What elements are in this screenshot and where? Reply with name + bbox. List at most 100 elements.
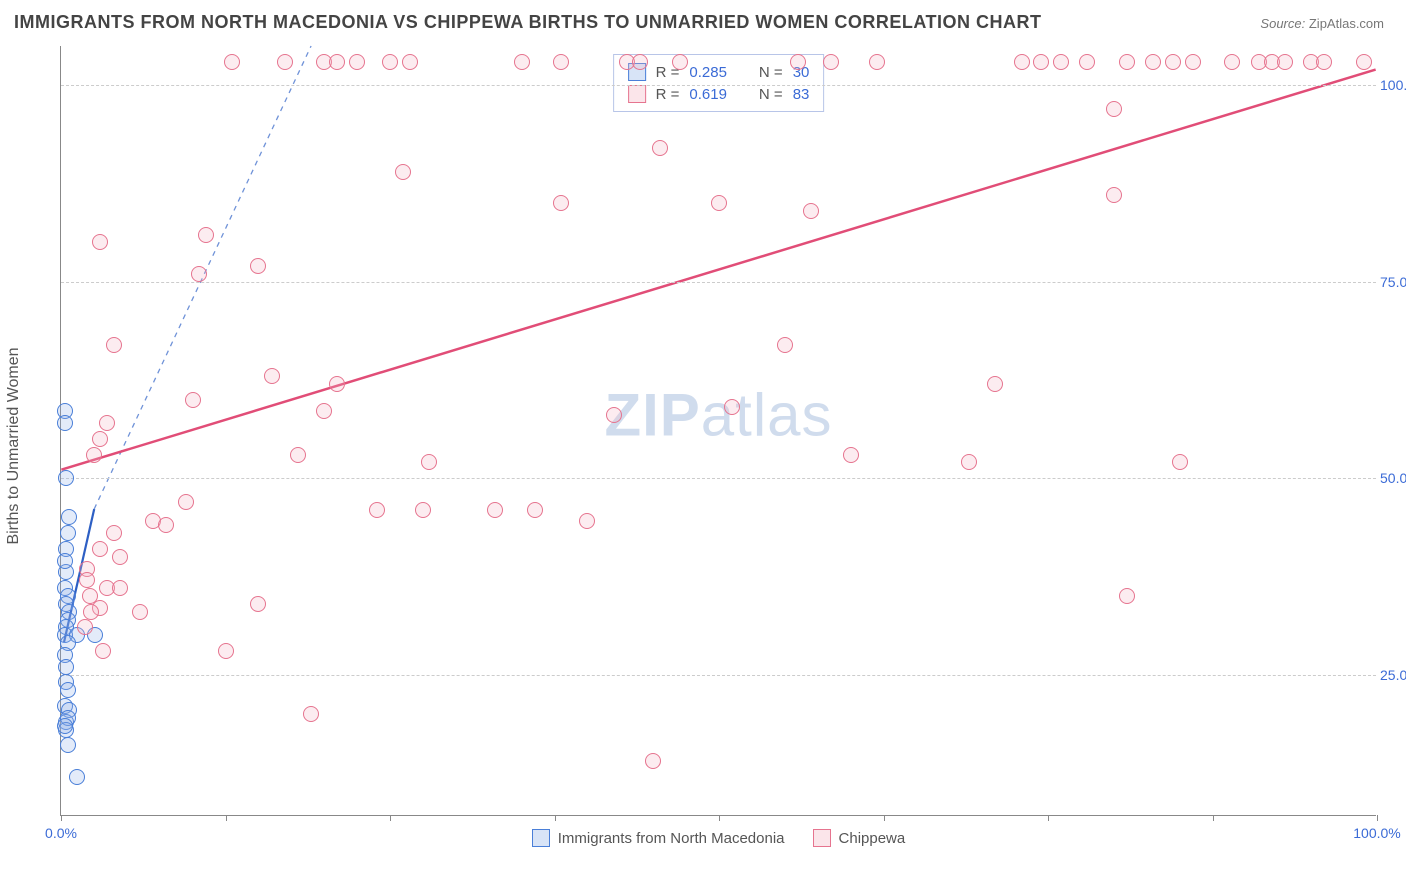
scatter-point-chip bbox=[790, 54, 806, 70]
scatter-point-chip bbox=[1185, 54, 1201, 70]
gridline bbox=[61, 675, 1376, 676]
scatter-point-chip bbox=[79, 572, 95, 588]
legend-label: Chippewa bbox=[839, 830, 906, 847]
scatter-point-chip bbox=[99, 415, 115, 431]
scatter-point-chip bbox=[92, 431, 108, 447]
x-tick-label: 0.0% bbox=[45, 825, 77, 841]
chart-container: IMMIGRANTS FROM NORTH MACEDONIA VS CHIPP… bbox=[0, 0, 1406, 892]
scatter-point-chip bbox=[514, 54, 530, 70]
scatter-point-chip bbox=[1079, 54, 1095, 70]
scatter-point-chip bbox=[158, 517, 174, 533]
scatter-point-chip bbox=[106, 337, 122, 353]
scatter-point-chip bbox=[1106, 101, 1122, 117]
scatter-point-chip bbox=[1053, 54, 1069, 70]
x-tick bbox=[884, 815, 885, 821]
scatter-point-chip bbox=[415, 502, 431, 518]
source-prefix: Source: bbox=[1260, 16, 1305, 31]
x-tick bbox=[1377, 815, 1378, 821]
legend-n-value: 83 bbox=[793, 86, 810, 103]
scatter-point-chip bbox=[382, 54, 398, 70]
scatter-point-chip bbox=[86, 447, 102, 463]
scatter-point-chip bbox=[185, 392, 201, 408]
scatter-point-chip bbox=[645, 753, 661, 769]
x-tick bbox=[226, 815, 227, 821]
scatter-point-chip bbox=[95, 643, 111, 659]
scatter-point-chip bbox=[329, 376, 345, 392]
scatter-point-chip bbox=[987, 376, 1003, 392]
scatter-point-chip bbox=[553, 54, 569, 70]
scatter-point-chip bbox=[77, 619, 93, 635]
scatter-point-nm bbox=[57, 718, 73, 734]
y-tick-label: 50.0% bbox=[1380, 470, 1406, 486]
legend-r-value: 0.285 bbox=[689, 64, 727, 81]
scatter-point-chip bbox=[527, 502, 543, 518]
scatter-point-chip bbox=[1165, 54, 1181, 70]
scatter-point-chip bbox=[1119, 588, 1135, 604]
scatter-point-nm bbox=[60, 682, 76, 698]
scatter-point-chip bbox=[290, 447, 306, 463]
scatter-point-chip bbox=[112, 549, 128, 565]
scatter-point-chip bbox=[92, 541, 108, 557]
scatter-point-chip bbox=[869, 54, 885, 70]
scatter-point-chip bbox=[395, 164, 411, 180]
plot-area: ZIPatlas R =0.285N =30R =0.619N =83 Immi… bbox=[60, 46, 1376, 816]
scatter-point-chip bbox=[1356, 54, 1372, 70]
legend-series: Immigrants from North Macedonia Chippewa bbox=[61, 829, 1376, 851]
scatter-point-chip bbox=[402, 54, 418, 70]
scatter-point-chip bbox=[724, 399, 740, 415]
scatter-point-chip bbox=[198, 227, 214, 243]
x-tick bbox=[1213, 815, 1214, 821]
scatter-point-nm bbox=[57, 415, 73, 431]
scatter-point-chip bbox=[606, 407, 622, 423]
scatter-point-chip bbox=[132, 604, 148, 620]
chart-title: IMMIGRANTS FROM NORTH MACEDONIA VS CHIPP… bbox=[14, 12, 1041, 33]
y-tick-label: 75.0% bbox=[1380, 274, 1406, 290]
gridline bbox=[61, 282, 1376, 283]
scatter-point-chip bbox=[1014, 54, 1030, 70]
scatter-point-chip bbox=[191, 266, 207, 282]
scatter-point-chip bbox=[83, 604, 99, 620]
gridline bbox=[61, 85, 1376, 86]
y-tick-label: 25.0% bbox=[1380, 667, 1406, 683]
source-name: ZipAtlas.com bbox=[1309, 16, 1384, 31]
scatter-point-chip bbox=[178, 494, 194, 510]
scatter-point-chip bbox=[1316, 54, 1332, 70]
scatter-point-chip bbox=[224, 54, 240, 70]
legend-swatch bbox=[813, 829, 831, 847]
scatter-point-nm bbox=[57, 553, 73, 569]
scatter-point-chip bbox=[250, 258, 266, 274]
scatter-point-chip bbox=[277, 54, 293, 70]
scatter-point-nm bbox=[69, 769, 85, 785]
scatter-point-chip bbox=[1119, 54, 1135, 70]
legend-n-label: N = bbox=[759, 64, 783, 81]
legend-r-label: R = bbox=[656, 86, 680, 103]
scatter-point-nm bbox=[60, 737, 76, 753]
x-tick bbox=[1048, 815, 1049, 821]
scatter-point-nm bbox=[61, 509, 77, 525]
y-axis-label: Births to Unmarried Women bbox=[5, 347, 23, 544]
y-tick-label: 100.0% bbox=[1380, 77, 1406, 93]
scatter-point-chip bbox=[672, 54, 688, 70]
scatter-point-chip bbox=[579, 513, 595, 529]
trend-lines-layer bbox=[61, 46, 1376, 815]
legend-label: Immigrants from North Macedonia bbox=[558, 830, 785, 847]
scatter-point-chip bbox=[1277, 54, 1293, 70]
scatter-point-chip bbox=[487, 502, 503, 518]
scatter-point-chip bbox=[632, 54, 648, 70]
scatter-point-chip bbox=[823, 54, 839, 70]
x-tick bbox=[390, 815, 391, 821]
scatter-point-chip bbox=[264, 368, 280, 384]
x-tick bbox=[719, 815, 720, 821]
scatter-point-chip bbox=[369, 502, 385, 518]
scatter-point-nm bbox=[60, 525, 76, 541]
gridline bbox=[61, 478, 1376, 479]
scatter-point-chip bbox=[421, 454, 437, 470]
scatter-point-chip bbox=[1145, 54, 1161, 70]
scatter-point-chip bbox=[316, 403, 332, 419]
scatter-point-chip bbox=[1172, 454, 1188, 470]
scatter-point-chip bbox=[553, 195, 569, 211]
scatter-point-chip bbox=[843, 447, 859, 463]
legend-stat-row-nm: R =0.285N =30 bbox=[628, 61, 810, 83]
scatter-point-chip bbox=[711, 195, 727, 211]
legend-r-value: 0.619 bbox=[689, 86, 727, 103]
